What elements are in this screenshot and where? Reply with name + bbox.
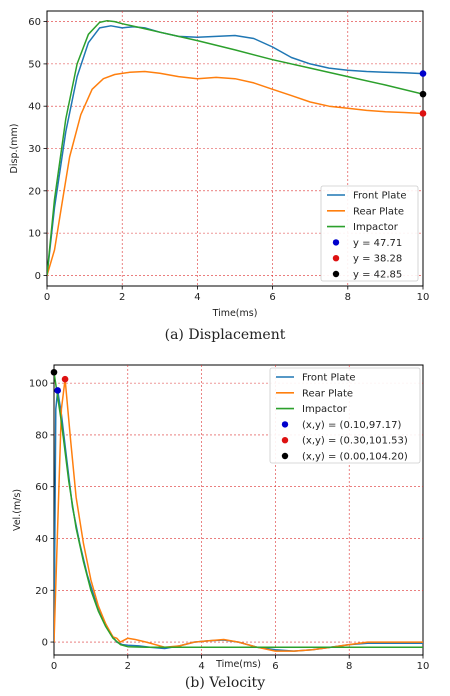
velocity-legend-box [269,367,421,464]
displacement-y-tick-label: 50 [28,59,41,70]
displacement-legend-label: Rear Plate [353,206,404,217]
velocity-x-tick-label: 6 [272,661,278,672]
displacement-legend: Front Plate Rear Plate Impactor y = 47.71 y … [320,185,419,282]
velocity-series-impactor [54,372,423,648]
displacement-y-tick-label: 60 [28,17,41,28]
velocity-legend-label: Front Plate [302,373,355,384]
displacement-marker-point [419,110,427,117]
displacement-legend-label: y = 38.28 [353,254,402,265]
velocity-lines [50,368,423,652]
velocity-x-tick-label: 2 [125,661,131,672]
displacement-caption: (a) Displacement [165,327,286,343]
velocity-y-tick-label: 100 [29,379,48,390]
velocity-legend-marker [281,437,289,444]
displacement-x-tick-label: 0 [44,292,50,303]
velocity-legend-label: (x,y) = (0.30,101.53) [302,436,408,447]
velocity-marker-point [54,387,61,394]
velocity-caption: (b) Velocity [185,675,265,691]
velocity-y-axis-label: Vel.(m/s) [12,489,23,531]
displacement-legend-marker [332,239,340,246]
displacement-y-tick-label: 0 [35,271,41,282]
velocity-y-tick-label: 0 [42,638,48,649]
displacement-marker-point [419,90,427,98]
displacement-legend-label: Front Plate [353,191,406,202]
displacement-x-tick-label: 6 [269,292,275,303]
velocity-x-tick-label: 0 [51,661,57,672]
displacement-series-impactor [47,19,423,276]
displacement-legend-marker [332,270,340,278]
displacement-legend-label: Impactor [353,222,399,233]
displacement-y-tick-label: 30 [28,144,41,155]
velocity-legend-label: (x,y) = (0.00,104.20) [302,452,408,463]
velocity-legend-label: (x,y) = (0.10,97.17) [302,420,402,431]
velocity-x-axis-label: Time(ms) [215,659,261,670]
displacement-y-tick-label: 10 [28,229,41,240]
displacement-series-front-plate [47,25,423,276]
velocity-marker-point [50,368,58,376]
velocity-y-tick-label: 60 [35,482,48,493]
velocity-legend-marker [281,421,289,428]
displacement-y-axis-label: Disp.(mm) [9,124,20,174]
velocity-y-tick-label: 80 [35,430,48,441]
velocity-y-tick-label: 20 [35,586,48,597]
displacement-ticks: 0 2 4 6 8 10 0 10 20 30 40 50 60 [28,17,429,303]
velocity-marker-point [61,375,69,383]
displacement-marker-point [419,70,427,77]
velocity-legend: Front Plate Rear Plate Impactor (x,y) = (0.… [269,367,421,464]
velocity-plot-area [53,364,424,656]
velocity-x-tick-label: 8 [346,661,352,672]
velocity-x-tick-label: 10 [417,661,430,672]
displacement-series-rear-plate [47,70,423,276]
displacement-x-tick-label: 10 [417,292,430,303]
velocity-x-tick-label: 4 [198,661,204,672]
displacement-x-tick-label: 8 [345,292,351,303]
displacement-x-tick-label: 2 [119,292,125,303]
displacement-legend-box [320,185,419,282]
displacement-legend-marker [332,255,340,262]
velocity-y-tick-label: 40 [35,534,48,545]
displacement-y-tick-label: 20 [28,186,41,197]
velocity-legend-marker [281,452,289,460]
displacement-lines [47,19,427,276]
displacement-legend-label: y = 47.71 [353,238,402,249]
displacement-chart: 0 2 4 6 8 10 0 10 20 30 40 50 60 Front Plate Rear Pla… [9,10,429,343]
displacement-x-tick-label: 4 [194,292,200,303]
velocity-legend-label: Rear Plate [302,388,353,399]
velocity-legend-label: Impactor [302,404,348,415]
displacement-y-tick-label: 40 [28,102,41,113]
displacement-legend-label: y = 42.85 [353,270,402,281]
displacement-x-axis-label: Time(ms) [212,308,258,319]
